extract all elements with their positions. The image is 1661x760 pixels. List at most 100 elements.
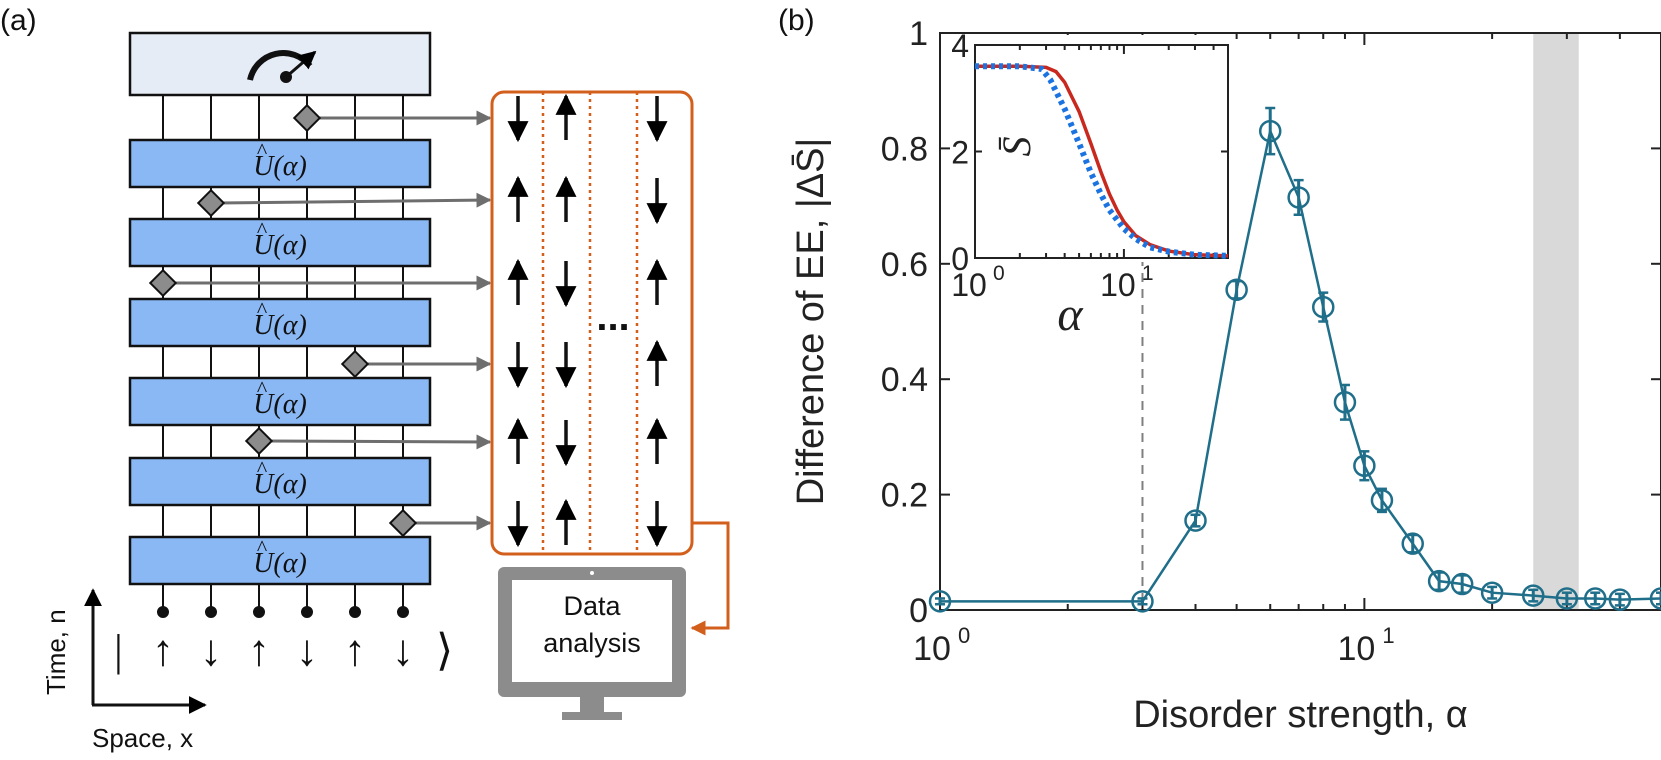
data-point <box>1555 587 1579 610</box>
initial-spin: ↓ <box>296 626 318 675</box>
measurement-diamond <box>244 426 274 456</box>
data-point <box>1353 454 1376 477</box>
initial-spin: ↓ <box>392 626 414 675</box>
measurement-diamond <box>196 188 226 218</box>
initial-spin: ↓ <box>200 626 222 675</box>
panel-a-label: (a) <box>0 4 37 37</box>
gate-label: U(α) <box>253 469 307 500</box>
data-point <box>1333 391 1357 414</box>
x-tick-exponent: 1 <box>1382 623 1394 648</box>
wire-endpoint-dot <box>301 606 313 618</box>
gate-hat: ^ <box>257 297 268 322</box>
wire-endpoint-dot <box>157 606 169 618</box>
gate-hat: ^ <box>257 217 268 242</box>
time-space-axes: Time, n Space, x <box>41 588 207 753</box>
data-point <box>1184 509 1207 532</box>
data-point <box>1480 581 1504 604</box>
measurement-device <box>128 31 432 97</box>
x-tick-label: 10 <box>1337 630 1375 668</box>
data-point <box>1287 186 1310 209</box>
gate-hat: ^ <box>257 376 268 401</box>
data-point <box>1131 590 1154 613</box>
gate-hat: ^ <box>257 535 268 560</box>
gate-hat: ^ <box>257 138 268 163</box>
gate-label: U(α) <box>253 310 307 341</box>
data-point <box>1311 295 1335 319</box>
computer-icon: Data analysis <box>498 567 686 720</box>
y-axis-label: Difference of EE, |ΔS̄| <box>790 138 832 506</box>
record-ellipsis: ... <box>596 295 629 339</box>
x-axis-label: Disorder strength, α <box>1133 694 1468 736</box>
measurement-record-box: ... <box>490 90 694 556</box>
wire-endpoint-dot <box>397 606 409 618</box>
measurement-diamond <box>388 508 418 538</box>
initial-spin: ↑ <box>152 626 174 675</box>
inset-y-tick-label: 4 <box>951 28 969 64</box>
gate-label: U(α) <box>253 389 307 420</box>
panel-b-label: (b) <box>778 4 815 37</box>
measurement-diamond <box>340 349 370 379</box>
x-tick-exponent: 0 <box>958 623 970 648</box>
gate-label: U(α) <box>253 548 307 579</box>
y-tick-label: 0 <box>909 592 928 630</box>
y-tick-label: 0.4 <box>881 361 928 399</box>
data-flow-arrow <box>690 521 730 636</box>
mid-circuit-measurements <box>148 103 492 538</box>
y-tick-label: 0.6 <box>881 246 928 284</box>
inset-x-tick-label: 10 <box>1100 267 1136 303</box>
wire-endpoint-dot <box>205 606 217 618</box>
computer-label-line1: Data <box>563 591 621 621</box>
meter-needle <box>285 50 317 79</box>
ket-close: ⟩ <box>436 626 453 675</box>
measurement-arrow <box>218 192 492 208</box>
inset-x-axis-label: α <box>1057 288 1083 341</box>
initial-spin: ↑ <box>344 626 366 675</box>
inset-x-tick-exponent: 1 <box>1142 262 1154 285</box>
data-point <box>1427 569 1451 593</box>
data-point <box>928 590 952 613</box>
computer-label-line2: analysis <box>543 628 641 658</box>
inset-x-tick-exponent: 0 <box>993 262 1005 285</box>
data-point <box>1649 587 1661 610</box>
space-axis-label: Space, x <box>92 723 193 753</box>
unitary-gate <box>128 297 432 348</box>
inset-y-tick-label: 0 <box>951 241 969 277</box>
wire-endpoint-dot <box>349 606 361 618</box>
record-spin-arrows <box>507 93 668 548</box>
inset-background <box>973 35 1232 262</box>
shaded-band <box>1533 33 1579 610</box>
data-point <box>1258 119 1282 143</box>
initial-state-ket: | ⟩ ↑ ↓ ↑ ↓ ↑ ↓ <box>114 626 453 675</box>
y-tick-label: 0.2 <box>881 477 928 515</box>
y-tick-label: 0.8 <box>881 130 928 168</box>
data-point <box>1225 278 1248 302</box>
data-point <box>1584 587 1607 610</box>
data-point <box>1401 532 1424 555</box>
initial-spin: ↑ <box>248 626 270 675</box>
data-point <box>1370 489 1394 512</box>
unitary-gate <box>128 138 432 189</box>
measurement-diamond <box>292 103 322 133</box>
data-point <box>1608 588 1632 611</box>
data-point <box>1522 584 1545 607</box>
unitary-gate <box>128 217 432 268</box>
gate-hat: ^ <box>257 456 268 481</box>
measurement-diamond <box>148 268 178 298</box>
data-point <box>1450 572 1474 596</box>
unitary-gate <box>128 376 432 427</box>
x-tick-label: 10 <box>913 630 951 668</box>
unitary-gate <box>128 535 432 586</box>
inset-y-tick-label: 2 <box>951 135 969 171</box>
gate-label: U(α) <box>253 230 307 261</box>
inset-x-tick-label: 10 <box>951 267 987 303</box>
y-tick-label: 1 <box>909 15 928 53</box>
unitary-gate <box>128 456 432 507</box>
panel-a-circuit: (a) U(α)^U(α)^U(α)^U(α)^U(α)^U(α)^ ... <box>0 4 730 753</box>
unitary-gates: U(α)^U(α)^U(α)^U(α)^U(α)^U(α)^ <box>128 138 432 586</box>
wire-endpoint-dot <box>253 606 265 618</box>
ket-open: | <box>114 626 123 675</box>
